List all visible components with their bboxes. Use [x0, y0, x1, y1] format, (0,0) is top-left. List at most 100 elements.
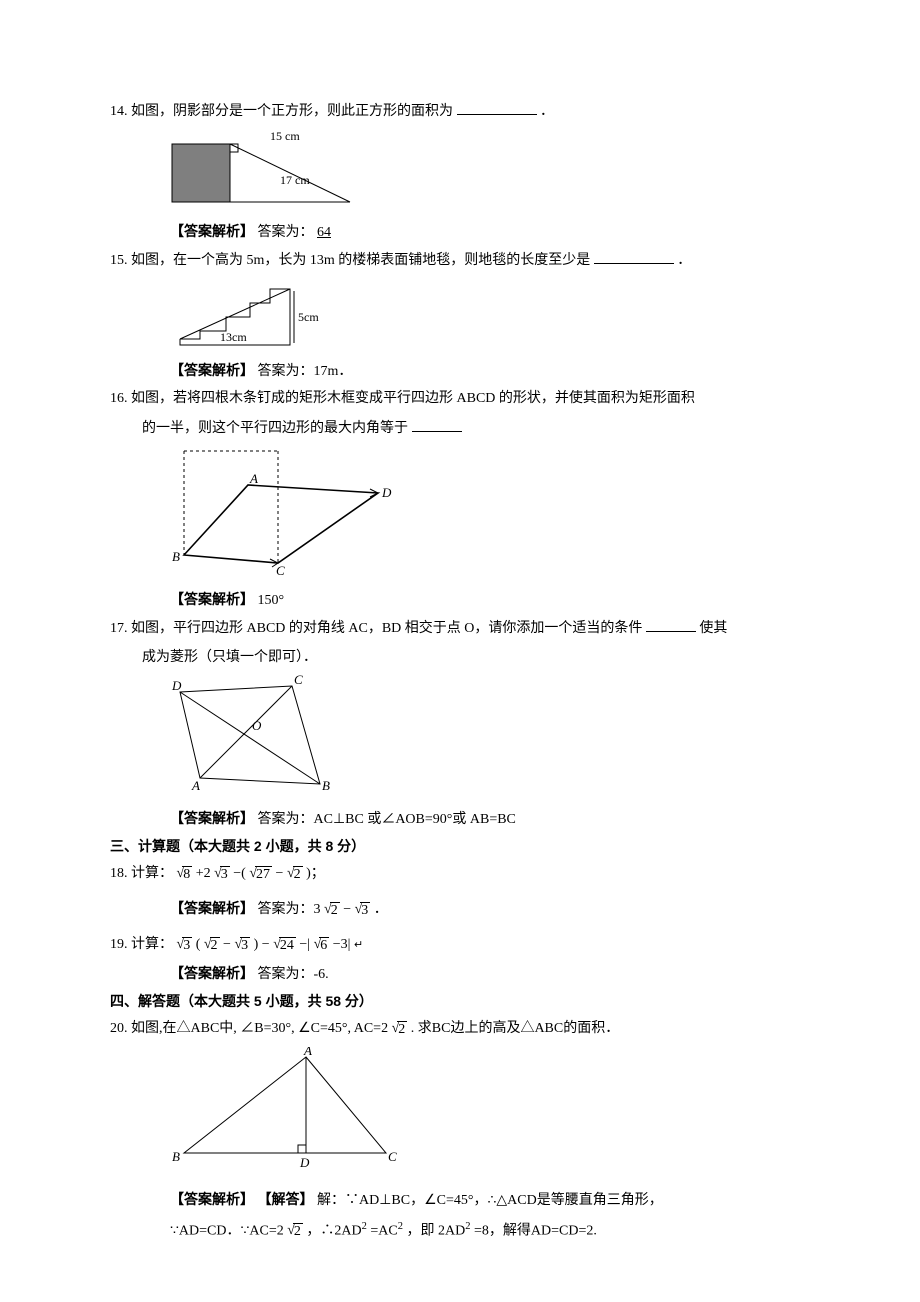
- q16-answer: 【答案解析】 150°: [110, 589, 810, 611]
- question-14: 14. 如图，阴影部分是一个正方形，则此正方形的面积为 ．: [110, 100, 810, 122]
- solution-label: 【解答】: [258, 1191, 314, 1207]
- q20-sol-l2c: ，即 2AD: [407, 1224, 466, 1239]
- q19-rest: −3|: [333, 937, 351, 952]
- q16-number: 16.: [110, 391, 128, 406]
- section-3-title: 三、计算题（本大题共 2 小题，共 8 分）: [110, 836, 810, 857]
- q16-blank: [412, 417, 462, 432]
- q20-text-a: 如图,在△ABC中, ∠B=30°, ∠C=45°, AC=2: [131, 1021, 388, 1036]
- q14-figure: 15 cm 17 cm: [170, 130, 810, 217]
- answer-label: 【答案解析】: [170, 900, 254, 916]
- q18-t1: +2: [196, 866, 211, 881]
- q19-close: ) −: [254, 937, 270, 952]
- sup-2: 2: [465, 1221, 470, 1232]
- svg-text:A: A: [249, 471, 258, 486]
- q15-figure: 5cm 13cm: [170, 279, 810, 356]
- q15-ans-text: 答案为：17m．: [258, 364, 353, 379]
- q20-text-b: . 求BC边上的高及△ABC的面积．: [411, 1021, 619, 1036]
- answer-label: 【答案解析】: [170, 362, 254, 378]
- sqrt-icon: 2: [287, 1223, 303, 1239]
- question-18: 18. 计算： 8 +2 3 −( 27 − 2 )；: [110, 863, 810, 884]
- sqrt-icon: 8: [177, 866, 193, 882]
- svg-text:D: D: [381, 485, 392, 500]
- q16-line2: 的一半，则这个平行四边形的最大内角等于: [142, 421, 408, 436]
- sqrt-icon: 3: [214, 866, 230, 882]
- q17-blank: [646, 617, 696, 632]
- q20-figure: A B C D: [170, 1047, 810, 1179]
- sqrt-icon: 2: [392, 1021, 408, 1037]
- q14-ans-value: 64: [317, 225, 331, 240]
- q20-eq: =AC: [370, 1224, 397, 1239]
- question-17: 17. 如图，平行四边形 ABCD 的对角线 AC，BD 相交于点 O，请你添加…: [110, 617, 810, 639]
- svg-text:D: D: [299, 1155, 310, 1170]
- q17-line3-wrap: 成为菱形（只填一个即可）．: [110, 647, 810, 668]
- sqrt-icon: 2: [324, 902, 340, 918]
- q19-prefix: 计算：: [131, 937, 173, 952]
- section-4-title: 四、解答题（本大题共 5 小题，共 58 分）: [110, 991, 810, 1012]
- q17-ans-text: 答案为：AC⊥BC 或∠AOB=90°或 AB=BC: [258, 812, 516, 827]
- q20-sol-l1: 解：∵AD⊥BC，∠C=45°，∴△ACD是等腰直角三角形，: [317, 1193, 663, 1208]
- q18-t4: )；: [306, 866, 325, 881]
- question-20: 20. 如图,在△ABC中, ∠B=30°, ∠C=45°, AC=2 2 . …: [110, 1018, 810, 1039]
- sqrt-icon: 24: [273, 937, 296, 953]
- q16-figure: A B C D: [170, 443, 810, 585]
- answer-label: 【答案解析】: [170, 810, 254, 826]
- question-16: 16. 如图，若将四根木条钉成的矩形木框变成平行四边形 ABCD 的形状，并使其…: [110, 388, 810, 409]
- sqrt-icon: 3: [355, 902, 371, 918]
- q18-number: 18.: [110, 866, 128, 881]
- q20-eq8: =8，解得AD=CD=2.: [474, 1224, 597, 1239]
- sup-2: 2: [362, 1221, 367, 1232]
- sqrt-icon: 3: [177, 937, 193, 953]
- svg-text:C: C: [294, 672, 303, 687]
- q19-answer: 【答案解析】 答案为：-6.: [110, 963, 810, 985]
- q20-sol-l2a: ∵AD=CD．∵AC=2: [170, 1224, 284, 1239]
- q17-line3: 成为菱形（只填一个即可）．: [142, 650, 317, 665]
- q15-number: 15.: [110, 253, 128, 268]
- answer-label: 【答案解析】: [170, 1191, 254, 1207]
- svg-text:C: C: [276, 563, 285, 578]
- answer-label: 【答案解析】: [170, 965, 254, 981]
- return-icon: ↵: [354, 939, 363, 951]
- sqrt-icon: 27: [249, 866, 272, 882]
- sqrt-icon: 2: [204, 937, 220, 953]
- q14-answer: 【答案解析】 答案为： 64: [110, 221, 810, 243]
- svg-text:A: A: [191, 778, 200, 793]
- q18-ans-mid: −: [343, 902, 354, 917]
- answer-label: 【答案解析】: [170, 591, 254, 607]
- q18-t3: −: [276, 866, 287, 881]
- q14-text-b: ．: [540, 104, 554, 119]
- q15-text-b: ．: [677, 253, 691, 268]
- answer-label: 【答案解析】: [170, 223, 254, 239]
- svg-text:B: B: [172, 1149, 180, 1164]
- svg-text:D: D: [171, 678, 182, 693]
- q18-ans-prefix: 答案为：3: [258, 902, 321, 917]
- q18-answer: 【答案解析】 答案为：3 2 − 3 ．: [110, 898, 810, 920]
- q15-blank: [594, 249, 674, 264]
- q17-answer: 【答案解析】 答案为：AC⊥BC 或∠AOB=90°或 AB=BC: [110, 808, 810, 830]
- q14-label-17: 17 cm: [280, 173, 310, 187]
- q18-t2: −(: [233, 866, 246, 881]
- q15-text-a: 如图，在一个高为 5m，长为 13m 的楼梯表面铺地毯，则地毯的长度至少是: [131, 253, 590, 268]
- q15-label-13: 13cm: [220, 330, 247, 344]
- sup-2: 2: [398, 1221, 403, 1232]
- q17-number: 17.: [110, 621, 128, 636]
- q17-figure: D C A B O: [170, 672, 810, 804]
- svg-text:A: A: [303, 1047, 312, 1058]
- q16-ans-value: 150°: [258, 593, 285, 608]
- q18-ans-end: ．: [374, 902, 388, 917]
- q19-open: (: [196, 937, 201, 952]
- q15-label-5: 5cm: [298, 310, 319, 324]
- q14-ans-text: 答案为：: [258, 225, 314, 240]
- svg-text:O: O: [252, 718, 262, 733]
- q19-m1: −: [223, 937, 231, 952]
- q20-number: 20.: [110, 1021, 128, 1036]
- q20-answer-line2: ∵AD=CD．∵AC=2 2 ，∴2AD2 =AC2 ，即 2AD2 =8，解得…: [110, 1219, 810, 1242]
- sqrt-icon: 6: [314, 937, 330, 953]
- q15-answer: 【答案解析】 答案为：17m．: [110, 360, 810, 382]
- sqrt-icon: 3: [234, 937, 250, 953]
- q16-line2-wrap: 的一半，则这个平行四边形的最大内角等于: [110, 417, 810, 439]
- q14-text-a: 如图，阴影部分是一个正方形，则此正方形的面积为: [131, 104, 453, 119]
- q18-prefix: 计算：: [131, 866, 173, 881]
- question-19: 19. 计算： 3 ( 2 − 3 ) − 24 −| 6 −3| ↵: [110, 934, 810, 955]
- q20-sol-l2b: ，∴2AD: [306, 1224, 361, 1239]
- q19-number: 19.: [110, 937, 128, 952]
